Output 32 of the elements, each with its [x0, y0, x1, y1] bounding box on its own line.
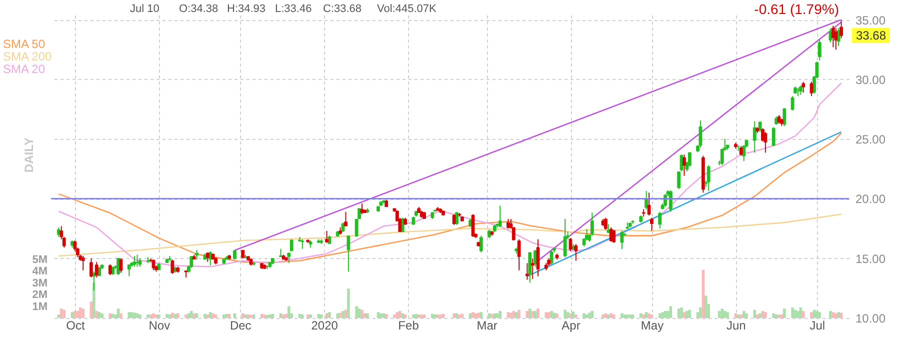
x-tick-label: Dec [230, 318, 252, 332]
x-tick-label: Jun [726, 318, 746, 332]
text: O:34.38 [179, 3, 218, 15]
text: Jul 10 [130, 3, 160, 15]
x-tick-label: Feb [398, 318, 420, 332]
x-tick-label: Apr [562, 318, 580, 332]
x-tick-label: Mar [476, 318, 498, 332]
y2-tick-label: 2M [32, 289, 48, 302]
x-tick-label: Nov [148, 318, 170, 332]
x-tick-label: 2020 [311, 318, 338, 332]
y-tick-label: 10.00 [856, 312, 886, 326]
text: L:33.46 [275, 3, 312, 15]
text: SMA 20 [3, 62, 46, 76]
x-tick-label: May [640, 318, 664, 332]
text: H:34.93 [227, 3, 266, 15]
y-tick-label: 15.00 [856, 252, 886, 266]
text: Vol:445.07K [377, 3, 437, 15]
x-tick-label: Jul [810, 318, 826, 332]
y-tick-label: 35.00 [856, 13, 886, 28]
y-tick-label: 20.00 [856, 192, 886, 206]
annotation: -0.61 (1.79%) [754, 1, 839, 17]
text: SMA 50 [3, 37, 46, 51]
y2-tick-label: 4M [32, 266, 48, 278]
y-tick-label: 30.00 [856, 72, 886, 87]
x-tick-label: Oct [66, 318, 86, 332]
y2-tick-label: 5M [32, 254, 48, 266]
text: SMA 200 [3, 50, 52, 64]
annotation: 33.68 [856, 28, 886, 43]
y-tick-label: 25.00 [856, 132, 886, 147]
y2-tick-label: 1M [32, 300, 48, 313]
y2-tick-label: 3M [32, 277, 48, 290]
text: C:33.68 [323, 3, 362, 15]
